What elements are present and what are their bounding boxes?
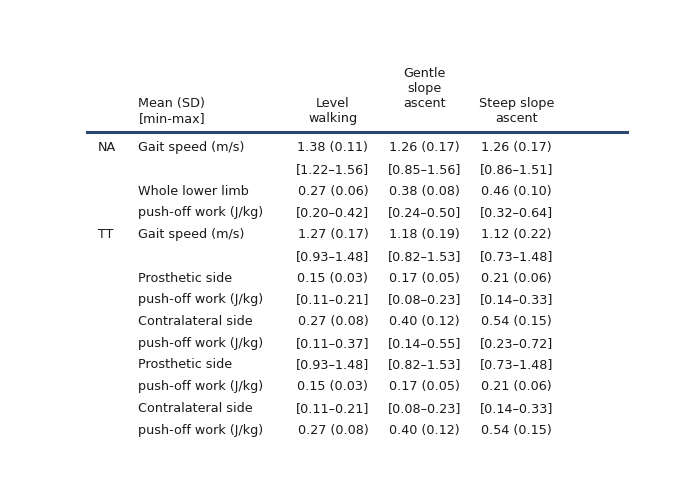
Text: 1.26 (0.17): 1.26 (0.17) bbox=[481, 141, 552, 154]
Text: 1.26 (0.17): 1.26 (0.17) bbox=[390, 141, 460, 154]
Text: 0.17 (0.05): 0.17 (0.05) bbox=[390, 380, 460, 393]
Text: Gait speed (m/s): Gait speed (m/s) bbox=[139, 228, 245, 241]
Text: 1.12 (0.22): 1.12 (0.22) bbox=[482, 228, 552, 241]
Text: NA: NA bbox=[98, 141, 116, 154]
Text: push-off work (J/kg): push-off work (J/kg) bbox=[139, 206, 263, 219]
Text: 0.40 (0.12): 0.40 (0.12) bbox=[390, 424, 460, 437]
Text: Mean (SD)
[min-max]: Mean (SD) [min-max] bbox=[139, 97, 206, 125]
Text: [0.32–0.64]: [0.32–0.64] bbox=[480, 206, 553, 219]
Text: Gait speed (m/s): Gait speed (m/s) bbox=[139, 141, 245, 154]
Text: [0.82–1.53]: [0.82–1.53] bbox=[388, 359, 461, 372]
Text: 0.54 (0.15): 0.54 (0.15) bbox=[481, 315, 552, 328]
Text: [0.14–0.33]: [0.14–0.33] bbox=[480, 294, 553, 307]
Text: push-off work (J/kg): push-off work (J/kg) bbox=[139, 380, 263, 393]
Text: TT: TT bbox=[98, 228, 114, 241]
Text: [0.82–1.53]: [0.82–1.53] bbox=[388, 250, 461, 263]
Text: Level
walking: Level walking bbox=[308, 97, 358, 125]
Text: [0.11–0.21]: [0.11–0.21] bbox=[296, 294, 369, 307]
Text: [0.08–0.23]: [0.08–0.23] bbox=[388, 294, 461, 307]
Text: Gentle
slope
ascent: Gentle slope ascent bbox=[404, 67, 446, 110]
Text: [0.24–0.50]: [0.24–0.50] bbox=[388, 206, 461, 219]
Text: 1.27 (0.17): 1.27 (0.17) bbox=[298, 228, 368, 241]
Text: [0.14–0.55]: [0.14–0.55] bbox=[388, 337, 461, 350]
Text: 0.27 (0.06): 0.27 (0.06) bbox=[298, 185, 368, 198]
Text: [0.14–0.33]: [0.14–0.33] bbox=[480, 402, 553, 415]
Text: Steep slope
ascent: Steep slope ascent bbox=[479, 97, 554, 125]
Text: [0.08–0.23]: [0.08–0.23] bbox=[388, 402, 461, 415]
Text: 0.15 (0.03): 0.15 (0.03) bbox=[298, 272, 368, 284]
Text: [0.73–1.48]: [0.73–1.48] bbox=[480, 359, 553, 372]
Text: Contralateral side: Contralateral side bbox=[139, 315, 253, 328]
Text: 1.38 (0.11): 1.38 (0.11) bbox=[298, 141, 368, 154]
Text: push-off work (J/kg): push-off work (J/kg) bbox=[139, 294, 263, 307]
Text: 0.21 (0.06): 0.21 (0.06) bbox=[481, 272, 552, 284]
Text: [0.73–1.48]: [0.73–1.48] bbox=[480, 250, 553, 263]
Text: 0.17 (0.05): 0.17 (0.05) bbox=[390, 272, 460, 284]
Text: [0.11–0.37]: [0.11–0.37] bbox=[296, 337, 369, 350]
Text: 0.21 (0.06): 0.21 (0.06) bbox=[481, 380, 552, 393]
Text: [0.93–1.48]: [0.93–1.48] bbox=[296, 359, 369, 372]
Text: [0.86–1.51]: [0.86–1.51] bbox=[480, 163, 553, 176]
Text: 0.15 (0.03): 0.15 (0.03) bbox=[298, 380, 368, 393]
Text: 1.18 (0.19): 1.18 (0.19) bbox=[390, 228, 460, 241]
Text: 0.46 (0.10): 0.46 (0.10) bbox=[481, 185, 552, 198]
Text: 0.27 (0.08): 0.27 (0.08) bbox=[298, 315, 368, 328]
Text: Prosthetic side: Prosthetic side bbox=[139, 272, 233, 284]
Text: [0.85–1.56]: [0.85–1.56] bbox=[388, 163, 461, 176]
Text: push-off work (J/kg): push-off work (J/kg) bbox=[139, 337, 263, 350]
Text: push-off work (J/kg): push-off work (J/kg) bbox=[139, 424, 263, 437]
Text: 0.27 (0.08): 0.27 (0.08) bbox=[298, 424, 368, 437]
Text: [0.11–0.21]: [0.11–0.21] bbox=[296, 402, 369, 415]
Text: Prosthetic side: Prosthetic side bbox=[139, 359, 233, 372]
Text: [0.20–0.42]: [0.20–0.42] bbox=[296, 206, 369, 219]
Text: [0.23–0.72]: [0.23–0.72] bbox=[480, 337, 553, 350]
Text: Contralateral side: Contralateral side bbox=[139, 402, 253, 415]
Text: 0.54 (0.15): 0.54 (0.15) bbox=[481, 424, 552, 437]
Text: [1.22–1.56]: [1.22–1.56] bbox=[296, 163, 369, 176]
Text: Whole lower limb: Whole lower limb bbox=[139, 185, 250, 198]
Text: 0.40 (0.12): 0.40 (0.12) bbox=[390, 315, 460, 328]
Text: [0.93–1.48]: [0.93–1.48] bbox=[296, 250, 369, 263]
Text: 0.38 (0.08): 0.38 (0.08) bbox=[390, 185, 460, 198]
